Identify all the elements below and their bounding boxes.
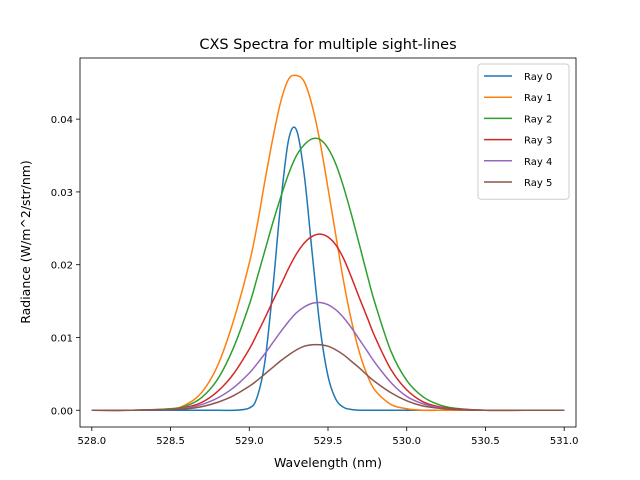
series-line-ray-3 bbox=[91, 233, 565, 412]
legend-label-ray-4: Ray 4 bbox=[524, 157, 552, 168]
legend-label-ray-1: Ray 1 bbox=[524, 93, 552, 104]
series-line-ray-4 bbox=[91, 301, 565, 412]
y-tick-label: 0.03 bbox=[51, 188, 73, 199]
x-tick-label: 528.0 bbox=[77, 436, 106, 447]
y-axis: 0.00 0.01 0.02 0.03 0.04 bbox=[51, 115, 80, 417]
series-layer bbox=[91, 74, 565, 412]
series-line-ray-5 bbox=[91, 343, 565, 412]
x-tick-label: 529.0 bbox=[235, 436, 264, 447]
x-axis-label: Wavelength (nm) bbox=[274, 455, 382, 470]
y-tick-label: 0.02 bbox=[51, 261, 73, 272]
y-tick-label: 0.04 bbox=[51, 115, 73, 126]
legend-label-ray-2: Ray 2 bbox=[524, 114, 552, 125]
x-tick-label: 530.5 bbox=[471, 436, 500, 447]
legend-label-ray-5: Ray 5 bbox=[524, 178, 552, 189]
x-tick-label: 528.5 bbox=[156, 436, 185, 447]
x-axis: 528.0 528.5 529.0 529.5 530.0 530.5 531.0 bbox=[77, 427, 579, 447]
legend: Ray 0 Ray 1 Ray 2 Ray 3 Ray 4 Ray 5 bbox=[477, 63, 570, 200]
chart-title: CXS Spectra for multiple sight-lines bbox=[199, 37, 456, 53]
x-tick-label: 529.5 bbox=[314, 436, 343, 447]
legend-label-ray-0: Ray 0 bbox=[524, 72, 552, 83]
y-axis-label: Radiance (W/m^2/str/nm) bbox=[18, 160, 33, 324]
x-tick-label: 531.0 bbox=[550, 436, 579, 447]
series-line-ray-2 bbox=[91, 137, 565, 412]
y-tick-label: 0.00 bbox=[51, 406, 73, 417]
series-line-ray-1 bbox=[91, 74, 565, 412]
legend-label-ray-3: Ray 3 bbox=[524, 136, 552, 147]
y-tick-label: 0.01 bbox=[51, 333, 73, 344]
x-tick-label: 530.0 bbox=[392, 436, 421, 447]
